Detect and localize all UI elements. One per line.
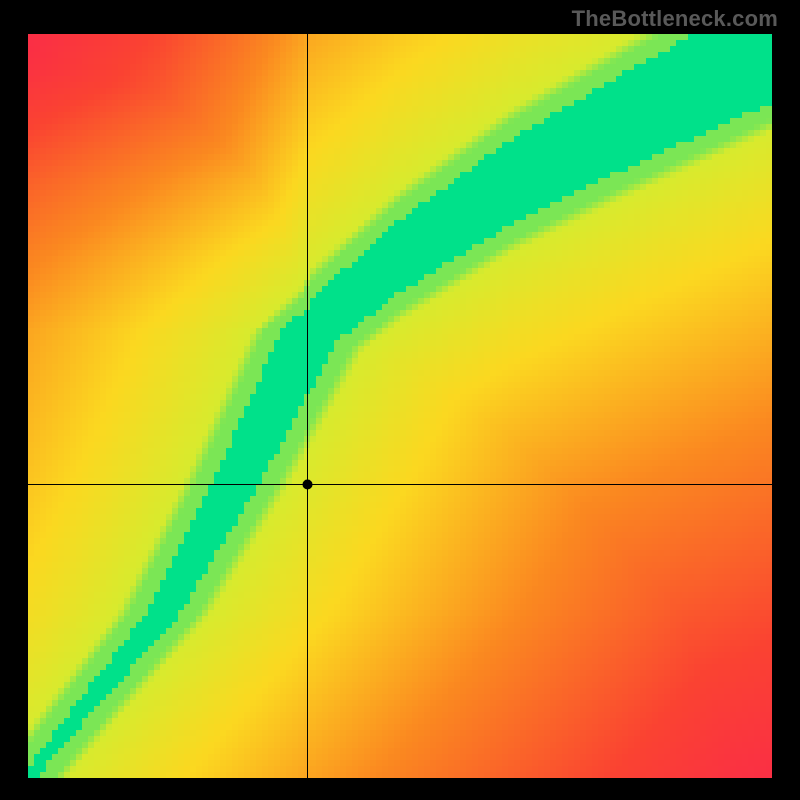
bottleneck-heatmap (28, 34, 772, 778)
watermark-text: TheBottleneck.com (572, 6, 778, 32)
